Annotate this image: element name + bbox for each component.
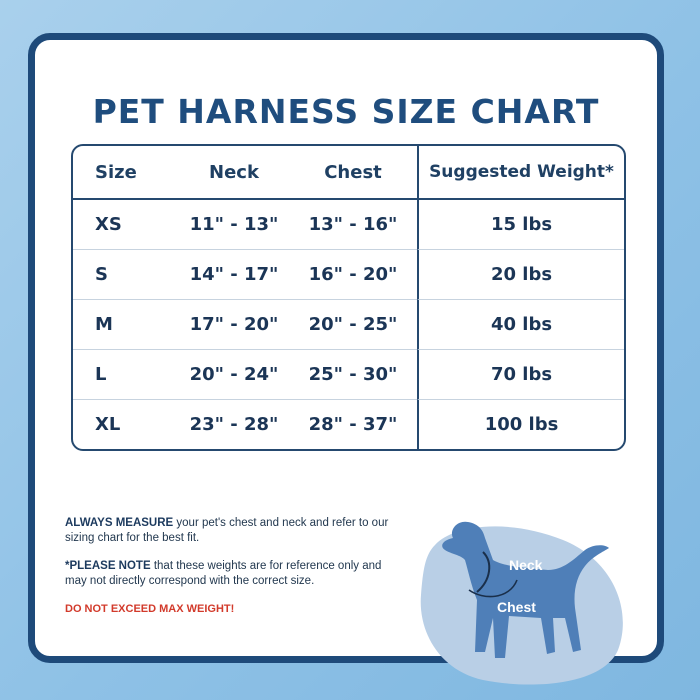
cell-weight: 15 lbs bbox=[417, 200, 624, 250]
cell-size: M bbox=[73, 300, 179, 350]
cell-size: XS bbox=[73, 200, 179, 250]
weight-note-bold: *PLEASE NOTE bbox=[65, 560, 151, 572]
cell-weight: 100 lbs bbox=[417, 400, 624, 449]
page-title: PET HARNESS SIZE CHART bbox=[92, 92, 600, 131]
cell-chest: 13" - 16" bbox=[289, 200, 417, 250]
cell-neck: 14" - 17" bbox=[179, 250, 289, 300]
size-chart-card: PET HARNESS SIZE CHART Size Neck Chest S… bbox=[28, 33, 664, 685]
cell-neck: 23" - 28" bbox=[189, 414, 279, 435]
table-row: XS 11" - 13" 13" - 16" 15 lbs bbox=[73, 200, 624, 250]
header-neck: Neck bbox=[179, 146, 289, 200]
cell-chest: 20" - 25" bbox=[289, 300, 417, 350]
cell-weight: 40 lbs bbox=[417, 300, 624, 350]
cell-chest: 16" - 20" bbox=[289, 250, 417, 300]
cell-size: S bbox=[73, 250, 179, 300]
table-row: L 20" - 24" 25" - 30" 70 lbs bbox=[73, 350, 624, 400]
cell-weight: 70 lbs bbox=[417, 350, 624, 400]
chest-measure-line bbox=[468, 579, 518, 598]
weight-note-text: that these weights are for reference onl… bbox=[65, 560, 382, 587]
dog-silhouette bbox=[442, 521, 609, 658]
table-row: XL 23" - 28" 28" - 37" 100 lbs bbox=[73, 400, 624, 449]
header-weight: Suggested Weight* bbox=[417, 146, 624, 200]
measure-note: ALWAYS MEASURE your pet's chest and neck… bbox=[65, 516, 395, 546]
measurement-notes: ALWAYS MEASURE your pet's chest and neck… bbox=[65, 516, 395, 630]
measure-note-text: your pet's chest and neck and refer to o… bbox=[65, 517, 389, 544]
dog-illustration bbox=[420, 521, 623, 685]
header-size: Size bbox=[73, 146, 179, 200]
cell-weight: 20 lbs bbox=[417, 250, 624, 300]
dog-measurement-diagram: Neck Chest bbox=[413, 500, 633, 690]
header-chest: Chest bbox=[289, 146, 417, 200]
cell-neck: 11" - 13" bbox=[179, 200, 289, 250]
weight-note: *PLEASE NOTE that these weights are for … bbox=[65, 559, 395, 589]
cell-size: L bbox=[73, 350, 179, 400]
measure-note-bold: ALWAYS MEASURE bbox=[65, 517, 174, 529]
neck-measure-line bbox=[476, 551, 491, 593]
cell-size: XL bbox=[95, 414, 121, 435]
chest-label: Chest bbox=[497, 599, 536, 615]
max-weight-warning: DO NOT EXCEED MAX WEIGHT! bbox=[65, 603, 235, 615]
neck-label: Neck bbox=[509, 557, 543, 573]
table-row: S 14" - 17" 16" - 20" 20 lbs bbox=[73, 250, 624, 300]
cell-chest: 25" - 30" bbox=[289, 350, 417, 400]
size-table: Size Neck Chest Suggested Weight* XS 11"… bbox=[71, 144, 626, 451]
cell-neck: 17" - 20" bbox=[179, 300, 289, 350]
table-row: M 17" - 20" 20" - 25" 40 lbs bbox=[73, 300, 624, 350]
cell-neck: 20" - 24" bbox=[179, 350, 289, 400]
table-header-row: Size Neck Chest Suggested Weight* bbox=[73, 146, 624, 200]
cell-chest: 28" - 37" bbox=[308, 414, 398, 435]
